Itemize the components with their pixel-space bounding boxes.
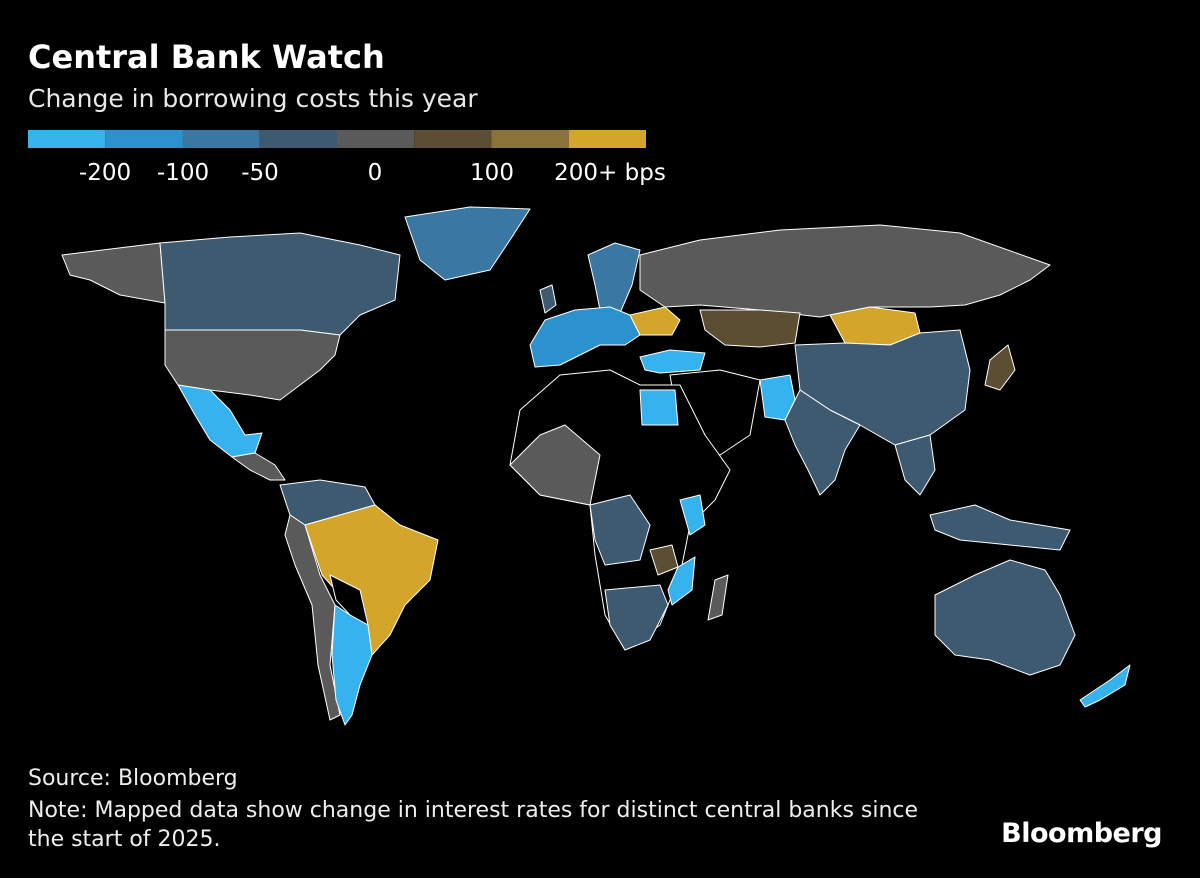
west-africa	[509, 424, 601, 506]
legend-swatch	[182, 130, 260, 148]
legend-swatch	[105, 130, 183, 148]
mozambique	[667, 556, 696, 606]
alaska	[61, 242, 166, 304]
legend-label: -100	[157, 160, 209, 186]
legend-label: -50	[241, 160, 279, 186]
legend-swatch	[491, 130, 569, 148]
legend-label: 100	[470, 160, 514, 186]
mexico	[177, 384, 263, 458]
indonesia	[929, 504, 1071, 551]
madagascar	[707, 574, 729, 621]
greenland	[404, 206, 531, 281]
note: Note: Mapped data show change in interes…	[28, 798, 919, 852]
new-zealand	[1079, 664, 1131, 708]
legend-swatch	[28, 130, 106, 148]
title: Central Bank Watch	[28, 38, 385, 76]
scandinavia	[587, 242, 641, 314]
western-europe	[529, 306, 641, 368]
source: Source: Bloomberg	[28, 766, 238, 791]
subtitle: Change in borrowing costs this year	[28, 84, 478, 113]
legend-swatch	[259, 130, 337, 148]
argentina	[331, 604, 373, 726]
southern-africa	[604, 584, 669, 651]
legend-swatch	[568, 130, 646, 148]
central-america	[231, 452, 286, 481]
central-africa	[589, 494, 651, 566]
kenya	[679, 494, 706, 536]
legend: -200 -100 -50 0 100 200+ bps	[28, 130, 666, 186]
uk	[539, 284, 557, 314]
brand: Bloomberg	[1001, 818, 1162, 849]
world-map	[61, 206, 1131, 726]
canada	[159, 232, 401, 336]
peru-chile	[284, 514, 341, 721]
legend-swatch	[337, 130, 415, 148]
legend-label: 200+ bps	[554, 160, 666, 186]
india	[784, 389, 861, 496]
turkey	[639, 349, 706, 374]
ukraine	[629, 306, 681, 336]
kazakhstan	[699, 309, 801, 348]
russia	[639, 224, 1051, 318]
legend-swatch	[414, 130, 492, 148]
australia	[934, 559, 1076, 676]
legend-label: -200	[79, 160, 131, 186]
legend-label: 0	[368, 160, 383, 186]
egypt	[639, 389, 679, 426]
southeast-asia	[894, 434, 936, 496]
japan	[984, 344, 1016, 391]
